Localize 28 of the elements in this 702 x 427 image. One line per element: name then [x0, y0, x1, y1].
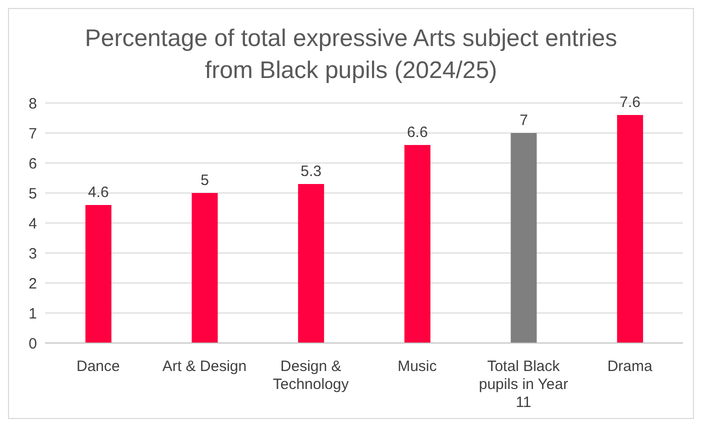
y-tick-label: 5	[28, 185, 37, 202]
y-tick-label: 6	[28, 155, 37, 172]
x-tick-label: Art & Design	[162, 358, 247, 375]
x-tick-label: Design & Technology	[272, 358, 350, 393]
bar	[510, 133, 537, 343]
y-tick-label: 1	[28, 305, 37, 322]
y-tick-label: 4	[28, 215, 37, 232]
chart-title: Percentage of total expressive Arts subject entries from Black pupils (2024/25)	[84, 24, 618, 86]
data-label: 6.6	[406, 124, 428, 141]
x-tick-label: Music	[398, 358, 438, 375]
data-label: 5.3	[300, 163, 322, 180]
bar	[85, 205, 112, 343]
y-tick-label: 7	[28, 125, 37, 142]
data-label: 7	[520, 112, 528, 129]
y-tick-label: 0	[28, 335, 37, 352]
bar	[617, 115, 644, 343]
bar	[404, 145, 430, 343]
data-label: 4.6	[88, 184, 109, 201]
y-tick-label: 8	[28, 95, 37, 112]
x-tick-label: Dance	[76, 358, 120, 375]
y-tick-label: 2	[28, 275, 37, 292]
y-tick-label: 3	[28, 245, 37, 262]
x-tick-label: Drama	[607, 358, 653, 375]
bar	[298, 184, 324, 343]
data-label: 7.6	[620, 94, 641, 111]
data-label: 5	[200, 172, 209, 189]
x-tick-label: Total Black pupils in Year 11	[478, 358, 568, 411]
bar	[192, 193, 218, 343]
